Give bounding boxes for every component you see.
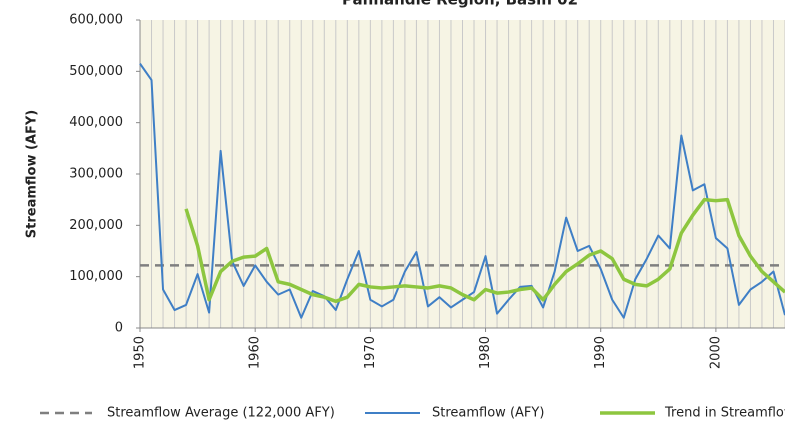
y-tick-label: 500,000 (69, 64, 123, 79)
y-tick-label: 200,000 (69, 218, 123, 233)
legend-label: Trend in Streamflow (664, 406, 785, 421)
x-tick-label: 1960 (248, 336, 263, 369)
y-tick-label: 100,000 (69, 269, 123, 284)
x-tick-label: 1990 (593, 336, 608, 369)
y-axis-label: Streamflow (AFY) (25, 110, 40, 238)
series-line (139, 63, 785, 319)
x-tick-label: 1980 (478, 336, 493, 369)
legend-label: Streamflow (AFY) (432, 406, 544, 421)
x-tick-label: 1970 (363, 336, 378, 369)
legend-label: Streamflow Average (122,000 AFY) (107, 406, 335, 421)
chart-title: Panhandle Region, Basin 02 (342, 0, 578, 9)
y-tick-label: 400,000 (69, 115, 123, 130)
x-tick-label: 2000 (708, 336, 723, 369)
x-tick-label: 1950 (133, 336, 148, 369)
y-tick-label: 0 (115, 321, 123, 336)
y-tick-label: 600,000 (69, 13, 123, 28)
series-line (184, 197, 785, 304)
y-tick-label: 300,000 (69, 167, 123, 182)
